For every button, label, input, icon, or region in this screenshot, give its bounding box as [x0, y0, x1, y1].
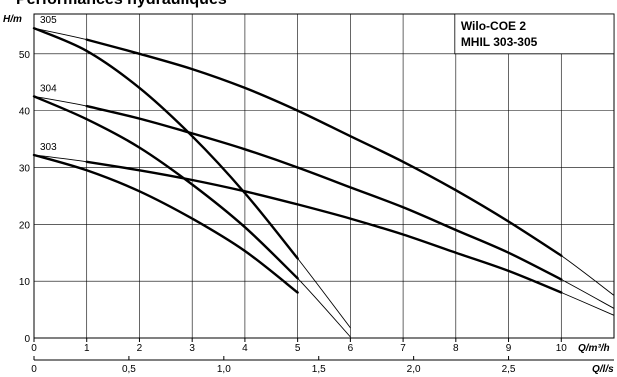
x-tick-label: 3: [189, 343, 195, 354]
curve-limit-low-thick: [32, 95, 299, 280]
curve-305-thick: [85, 38, 563, 257]
curve-305-thin: [33, 27, 615, 296]
x2-axis-label: Q/l/s: [592, 364, 614, 375]
curve-304-thick: [85, 104, 563, 281]
curve-303-thick: [85, 160, 563, 294]
curve-303-thin: [33, 154, 615, 316]
x-tick-label: 5: [295, 343, 301, 354]
legend-entry: MHIL 303-305: [461, 35, 538, 49]
y-tick-label: 30: [19, 163, 31, 174]
y-axis-label: H/m: [3, 14, 22, 25]
x2-tick-label: 1,5: [312, 364, 326, 375]
curve-label-303: 303: [40, 142, 57, 153]
curve-limit-303-thick: [32, 153, 299, 294]
x2-tick-label: 0,5: [122, 364, 136, 375]
x2-tick-label: 0: [31, 364, 37, 375]
plot-frame: [33, 13, 615, 339]
curve-limit-high-thick: [32, 27, 299, 260]
y-tick-label: 10: [19, 277, 31, 288]
y-tick-label: 20: [19, 220, 31, 231]
legend-box: [454, 13, 615, 55]
x-tick-label: 0: [31, 343, 37, 354]
y-tick-label: 50: [19, 50, 31, 61]
x-tick-label: 7: [400, 343, 406, 354]
x2-tick-label: 1,0: [217, 364, 231, 375]
legend-entry: Wilo-COE 2: [461, 19, 527, 33]
x-axis-label: Q/m³/h: [578, 343, 610, 354]
x-tick-label: 1: [84, 343, 90, 354]
y-tick-label: 40: [19, 107, 31, 118]
x-tick-label: 2: [137, 343, 143, 354]
curve-label-304: 304: [40, 83, 57, 94]
curve-label-305: 305: [40, 15, 57, 26]
x2-tick-label: 2,0: [407, 364, 421, 375]
x-tick-label: 9: [506, 343, 512, 354]
x-tick-label: 10: [556, 343, 568, 354]
x-tick-label: 8: [453, 343, 459, 354]
chart-title: Performances hydrauliques: [16, 0, 227, 9]
x2-tick-label: 2,5: [502, 364, 516, 375]
x-tick-label: 4: [242, 343, 248, 354]
curve-304-thin: [33, 95, 615, 309]
x-tick-label: 6: [348, 343, 354, 354]
y-tick-label: 0: [24, 334, 30, 345]
